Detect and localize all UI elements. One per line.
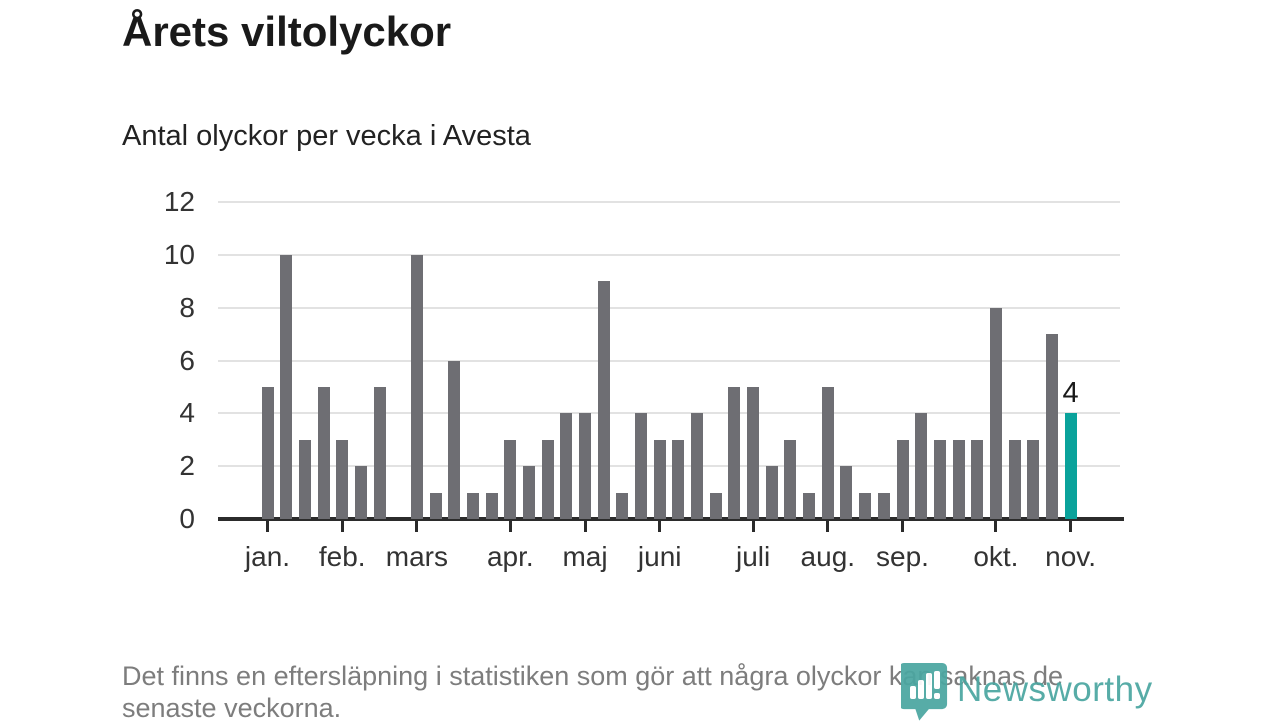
bar: [709, 492, 722, 519]
month-tick: [266, 521, 269, 532]
month-label: okt.: [973, 541, 1019, 572]
gridline-6: [218, 359, 1120, 362]
bar: [522, 466, 535, 519]
month-tick: [751, 521, 755, 532]
gridline-2: [218, 465, 1120, 468]
newsworthy-wordmark: Newsworthy: [957, 670, 1153, 709]
month-tick: [994, 521, 998, 532]
bar: [915, 413, 928, 519]
bar: [298, 439, 311, 519]
month-label: maj: [562, 541, 608, 572]
bar: [859, 492, 872, 519]
month-label: nov.: [1045, 541, 1097, 572]
month-label: jan.: [244, 541, 291, 572]
month-label: sep.: [876, 541, 929, 572]
bar: [560, 413, 573, 519]
month-tick: [658, 521, 662, 532]
bar: [933, 439, 946, 519]
bar: [504, 439, 517, 519]
month-label: mars: [385, 541, 449, 572]
month-tick: [340, 521, 344, 532]
bar: [896, 439, 909, 519]
y-tick-label: 6: [179, 344, 195, 376]
bar: [971, 439, 984, 519]
bar: [429, 492, 442, 519]
bar: [466, 492, 479, 519]
bar: [765, 466, 778, 519]
bar: [803, 492, 816, 519]
bar: [840, 466, 853, 519]
month-tick: [1069, 521, 1073, 532]
bar-chart: 0 2 4 6 8 10 12 jan. feb. mars apr. maj juni juli aug.…: [163, 186, 1124, 572]
bar: [653, 439, 666, 519]
month-tick: [415, 521, 419, 532]
month-label: apr.: [486, 541, 534, 572]
gridline-4: [218, 412, 1120, 415]
month-tick: [826, 521, 830, 532]
bar: [410, 254, 423, 519]
month-label: feb.: [318, 541, 366, 572]
bar: [336, 439, 349, 519]
bar: [747, 386, 760, 519]
bar: [373, 386, 386, 519]
chart-subtitle: Antal olyckor per vecka i Avesta: [122, 120, 531, 152]
bar: [354, 466, 367, 519]
y-tick-label: 4: [179, 397, 195, 429]
bar: [635, 413, 648, 519]
bar: [597, 281, 610, 519]
bar: [952, 439, 965, 519]
bar: [877, 492, 890, 519]
month-tick: [508, 521, 512, 532]
month-label: juni: [637, 541, 682, 572]
bar: [728, 386, 741, 519]
bar: [541, 439, 554, 519]
y-tick-label: 2: [179, 450, 195, 482]
gridline-12: [218, 201, 1120, 203]
bar: [989, 307, 1002, 519]
page-title: Årets viltolyckor: [122, 8, 452, 55]
bar-highlighted: [1064, 413, 1077, 519]
highlight-value-label: 4: [1062, 377, 1079, 410]
newsworthy-pin-icon: [899, 661, 949, 726]
y-tick-label: 10: [163, 238, 195, 270]
bar: [1008, 439, 1021, 519]
bar: [448, 360, 461, 519]
newsworthy-logo: Newsworthy: [899, 661, 1153, 726]
y-tick-label: 0: [179, 503, 195, 534]
y-tick-label: 12: [163, 186, 195, 217]
month-tick: [583, 521, 587, 532]
month-label: aug.: [800, 541, 856, 572]
bar: [280, 254, 293, 519]
bar: [672, 439, 685, 519]
gridline-10: [218, 253, 1120, 256]
y-tick-label: 8: [179, 291, 195, 323]
month-tick: [901, 521, 904, 532]
bar: [616, 492, 629, 519]
bar: [485, 492, 498, 519]
bar: [317, 386, 330, 519]
bar: [261, 386, 274, 519]
month-label: juli: [735, 541, 771, 572]
bar: [821, 386, 834, 519]
bar: [784, 439, 797, 519]
bar: [1027, 439, 1040, 519]
bar: [579, 413, 591, 519]
x-axis-line: [218, 517, 1124, 521]
gridline-8: [218, 306, 1120, 309]
bar: [1045, 334, 1058, 519]
bar: [691, 413, 704, 519]
